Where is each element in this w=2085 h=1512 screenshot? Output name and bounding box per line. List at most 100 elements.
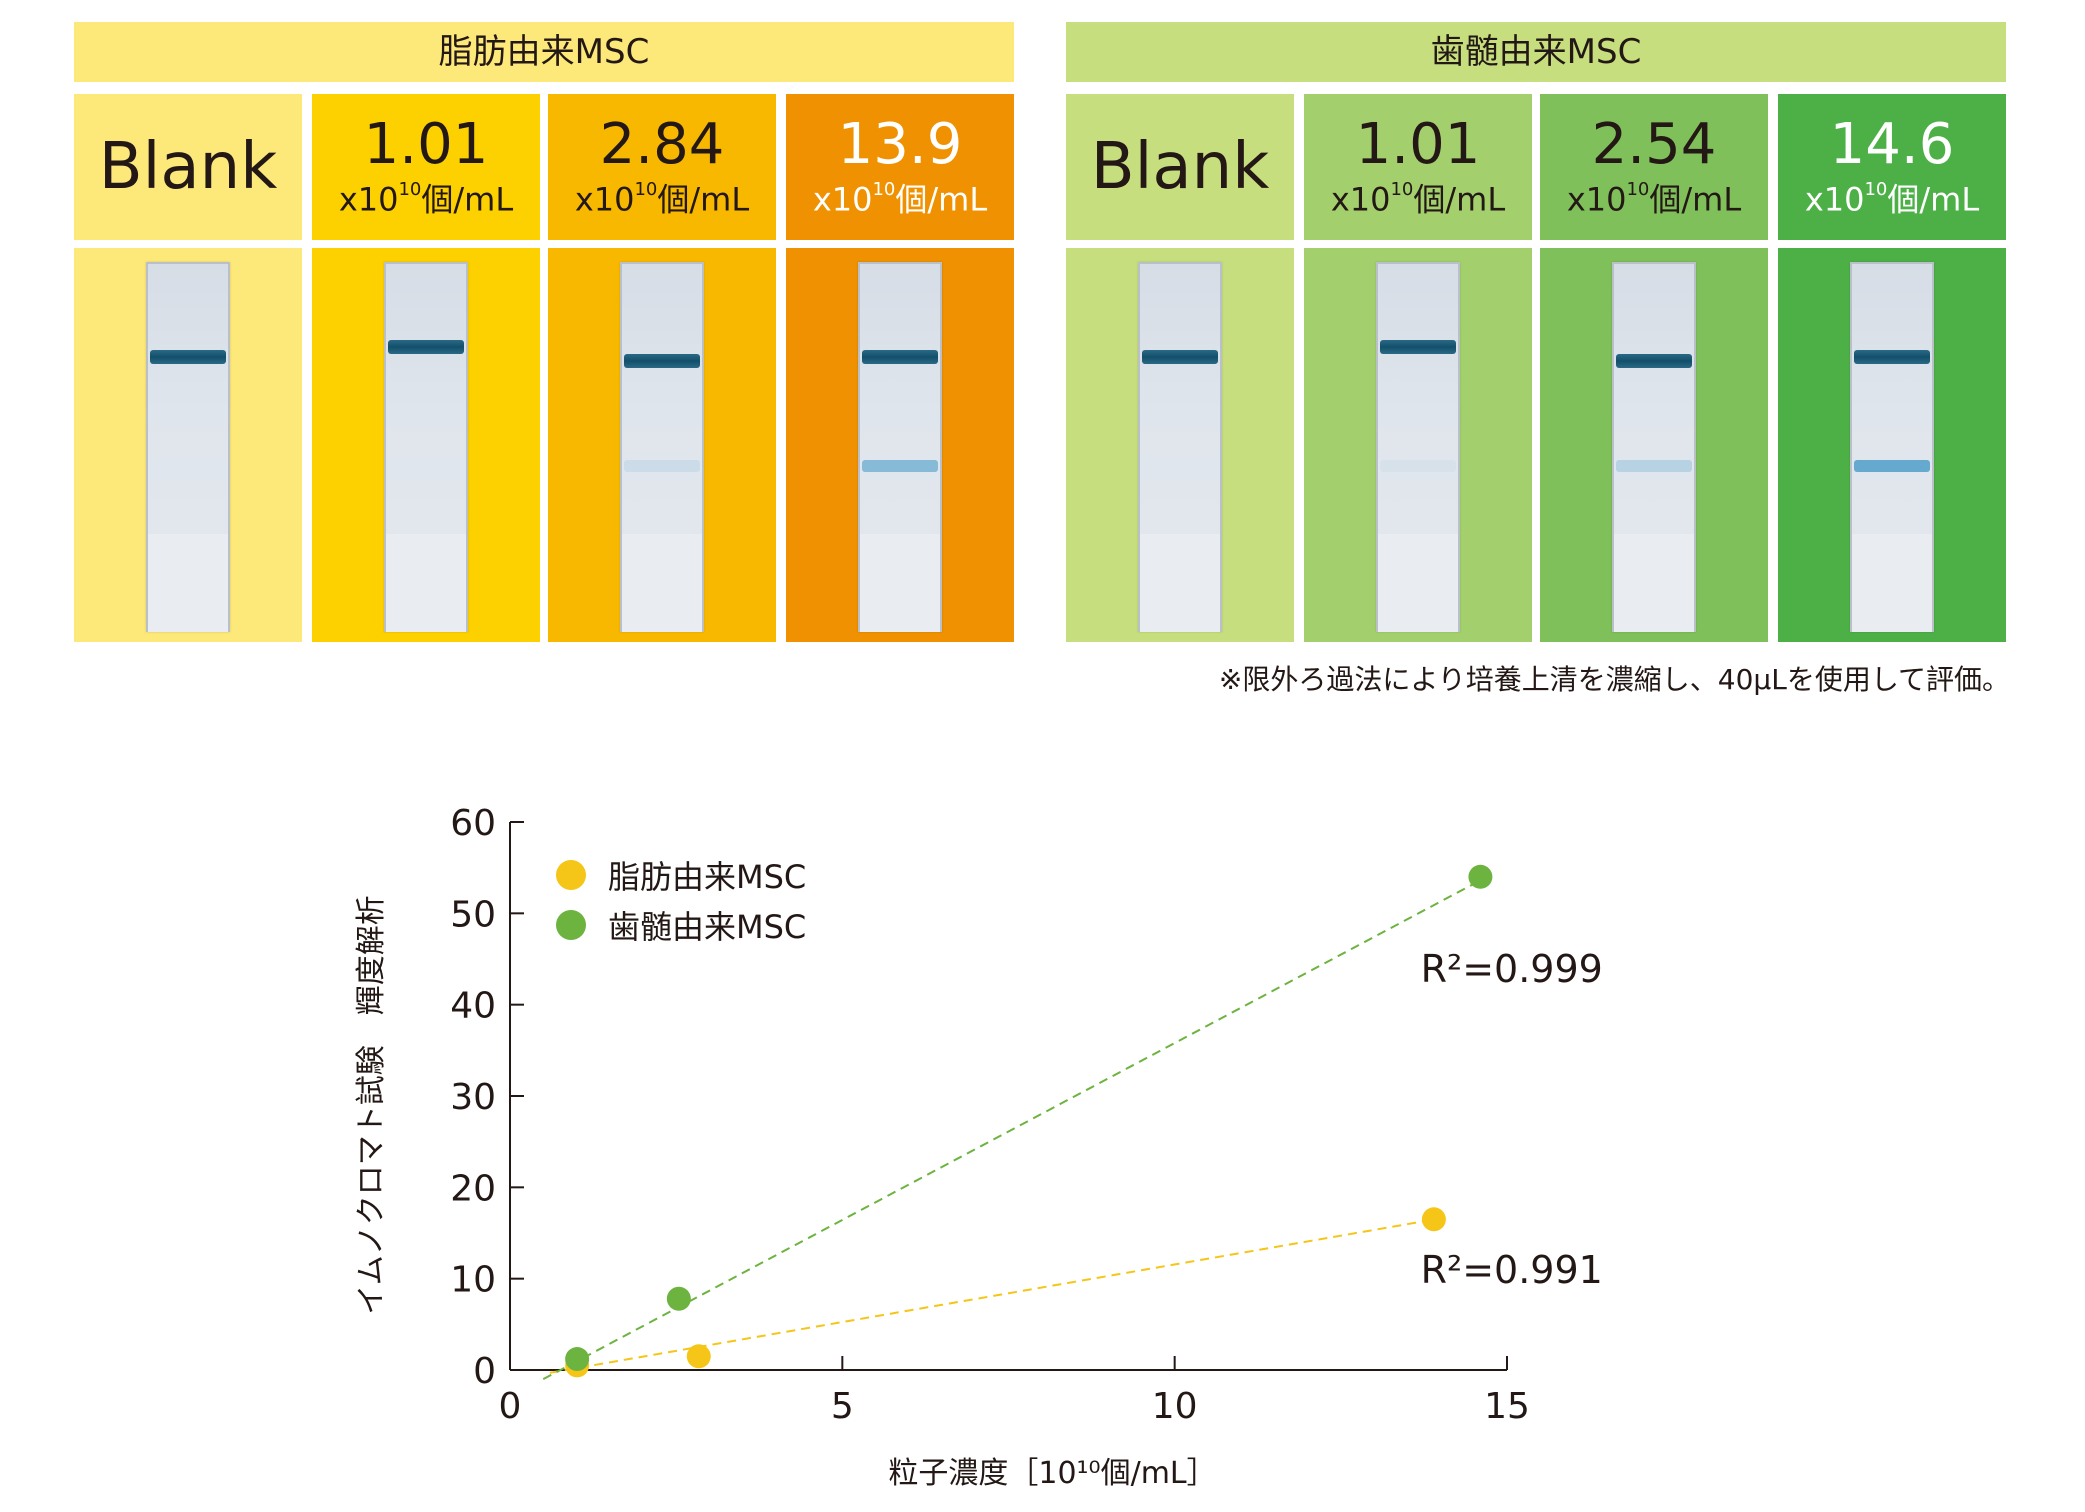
- concentration-unit: x1010個/mL: [575, 176, 749, 218]
- blank-label: Blank: [98, 130, 278, 204]
- unit-exponent: 10: [1390, 179, 1414, 201]
- test-strip: [858, 262, 942, 632]
- concentration-value: 14.6: [1829, 112, 1955, 178]
- unit-prefix: x10: [812, 180, 873, 219]
- cell-label: 1.01 x1010個/mL: [312, 94, 540, 240]
- unit-exponent: 10: [634, 179, 658, 201]
- sample-pad: [622, 534, 702, 632]
- sample-pad: [1614, 534, 1694, 632]
- data-point: [1468, 864, 1493, 889]
- concentration-value: 13.9: [837, 112, 963, 178]
- unit-suffix: 個/mL: [421, 180, 514, 219]
- trendline: [542, 875, 1488, 1381]
- legend-label: 脂肪由来MSC: [608, 858, 807, 896]
- cell-label: 14.6 x1010個/mL: [1778, 94, 2006, 240]
- control-line: [150, 350, 226, 364]
- strip-panel-left: 脂肪由来MSC Blank 1.01 x1010個/mL 2.84 x1010個/mL 1…: [74, 22, 1014, 642]
- strip-panel-right: 歯髄由来MSC Blank 1.01 x1010個/mL 2.54 x1010個/mL 1…: [1066, 22, 2006, 642]
- data-point: [1421, 1207, 1446, 1232]
- unit-prefix: x10: [574, 180, 635, 219]
- cell-separator: [1066, 240, 1294, 248]
- sample-pad: [860, 534, 940, 632]
- strip-background: [312, 248, 540, 642]
- legend-item-dental-pulp: 歯髄由来MSC: [556, 900, 806, 950]
- cell-label: 1.01 x1010個/mL: [1304, 94, 1532, 240]
- y-tick-label: 30: [450, 1077, 496, 1118]
- cells: Blank 1.01 x1010個/mL 2.54 x1010個/mL 14.6 x1010…: [1066, 94, 2006, 642]
- concentration-unit: x1010個/mL: [813, 176, 987, 218]
- blank-label: Blank: [1090, 130, 1270, 204]
- y-axis-label: イムノクロマト試験 輝度解析: [354, 895, 389, 1315]
- cell-label: 2.54 x1010個/mL: [1540, 94, 1768, 240]
- data-point: [565, 1347, 590, 1372]
- legend-marker: [556, 910, 586, 940]
- unit-exponent: 10: [872, 179, 896, 201]
- concentration-value: 1.01: [1355, 112, 1481, 178]
- sample-pad: [148, 534, 228, 632]
- footnote: ※限外ろ過法により培養上清を濃縮し、40μLを使用して評価。: [1218, 663, 2010, 696]
- cell-label: 13.9 x1010個/mL: [786, 94, 1014, 240]
- sample-pad: [386, 534, 466, 632]
- control-line: [862, 350, 938, 364]
- concentration-unit: x1010個/mL: [1805, 176, 1979, 218]
- data-point: [666, 1286, 691, 1311]
- unit-prefix: x10: [1566, 180, 1627, 219]
- cell-label: Blank: [74, 94, 302, 240]
- y-tick-label: 40: [450, 986, 496, 1027]
- unit-suffix: 個/mL: [657, 180, 750, 219]
- unit-prefix: x10: [338, 180, 399, 219]
- test-line: [862, 460, 938, 472]
- unit-suffix: 個/mL: [895, 180, 988, 219]
- control-line: [1854, 350, 1930, 364]
- legend-label: 歯髄由来MSC: [608, 908, 807, 946]
- concentration-value: 2.84: [599, 112, 725, 178]
- unit-suffix: 個/mL: [1887, 180, 1980, 219]
- test-strip: [1376, 262, 1460, 632]
- strip-cell: 14.6 x1010個/mL: [1778, 94, 2006, 642]
- r-squared-label: R²=0.999: [1421, 947, 1603, 991]
- strip-cell: 1.01 x1010個/mL: [312, 94, 540, 642]
- strip-cell: 2.84 x1010個/mL: [548, 94, 776, 642]
- strip-background: [1540, 248, 1768, 642]
- concentration-unit: x1010個/mL: [1331, 176, 1505, 218]
- strip-cell: 2.54 x1010個/mL: [1540, 94, 1768, 642]
- cell-separator: [312, 240, 540, 248]
- control-line: [388, 340, 464, 354]
- strip-background: [786, 248, 1014, 642]
- cell-separator: [1778, 240, 2006, 248]
- control-line: [624, 354, 700, 368]
- cells: Blank 1.01 x1010個/mL 2.84 x1010個/mL 13.9 x1010…: [74, 94, 1014, 642]
- cell-label: Blank: [1066, 94, 1294, 240]
- cell-separator: [1304, 240, 1532, 248]
- y-tick-label: 20: [450, 1168, 496, 1209]
- cell-separator: [74, 240, 302, 248]
- y-tick-label: 50: [450, 894, 496, 935]
- concentration-value: 2.54: [1591, 112, 1717, 178]
- sample-pad: [1378, 534, 1458, 632]
- legend: 脂肪由来MSC 歯髄由来MSC: [556, 850, 806, 950]
- data-point: [686, 1344, 711, 1369]
- test-strip: [620, 262, 704, 632]
- group-header: 歯髄由来MSC: [1066, 22, 2006, 82]
- unit-prefix: x10: [1330, 180, 1391, 219]
- strip-background: [1066, 248, 1294, 642]
- strip-background: [548, 248, 776, 642]
- test-strip: [1612, 262, 1696, 632]
- test-line: [624, 460, 700, 472]
- legend-item-adipose: 脂肪由来MSC: [556, 850, 806, 900]
- concentration-unit: x1010個/mL: [339, 176, 513, 218]
- unit-suffix: 個/mL: [1413, 180, 1506, 219]
- cell-label: 2.84 x1010個/mL: [548, 94, 776, 240]
- y-tick-label: 60: [450, 803, 496, 844]
- cell-separator: [1540, 240, 1768, 248]
- strip-cell: Blank: [74, 94, 302, 642]
- unit-suffix: 個/mL: [1649, 180, 1742, 219]
- control-line: [1142, 350, 1218, 364]
- strip-cell: Blank: [1066, 94, 1294, 642]
- test-strip: [1850, 262, 1934, 632]
- concentration-value: 1.01: [363, 112, 489, 178]
- control-line: [1380, 340, 1456, 354]
- strip-background: [1778, 248, 2006, 642]
- test-line: [1380, 460, 1456, 472]
